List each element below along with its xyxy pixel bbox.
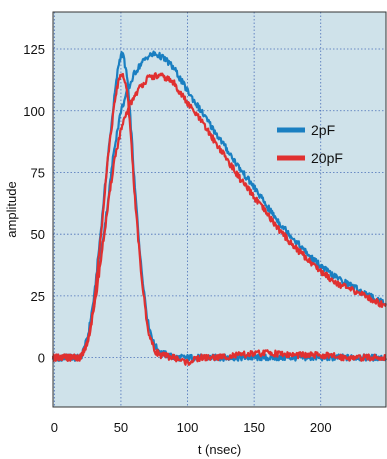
x-tick-label: 150	[243, 420, 265, 435]
x-tick-label: 100	[177, 420, 199, 435]
legend: 2pF 20pF	[277, 122, 343, 166]
plot-frame	[52, 11, 387, 408]
series-line-20pF-pulse-2	[51, 72, 387, 362]
y-tick-label: 50	[31, 227, 45, 242]
y-tick-label: 25	[31, 289, 45, 304]
y-tick-label: 0	[38, 351, 45, 366]
series-line-20pF-pulse-1	[51, 72, 387, 366]
x-tick-labels: 0 50 100 150 200	[51, 420, 332, 435]
x-axis-label: t (nsec)	[198, 442, 241, 457]
legend-label-2pF: 2pF	[311, 122, 335, 138]
plot-border	[52, 11, 387, 408]
y-tick-label: 125	[23, 42, 45, 57]
y-axis-label: amplitude	[4, 181, 19, 237]
x-tick-label: 0	[51, 420, 58, 435]
y-tick-label: 100	[23, 104, 45, 119]
legend-label-20pF: 20pF	[311, 150, 343, 166]
x-tick-label: 50	[114, 420, 128, 435]
series-layer	[51, 50, 387, 366]
y-tick-label: 75	[31, 165, 45, 180]
x-tick-label: 200	[310, 420, 332, 435]
y-tick-labels: 0 25 50 75 100 125	[23, 42, 45, 366]
